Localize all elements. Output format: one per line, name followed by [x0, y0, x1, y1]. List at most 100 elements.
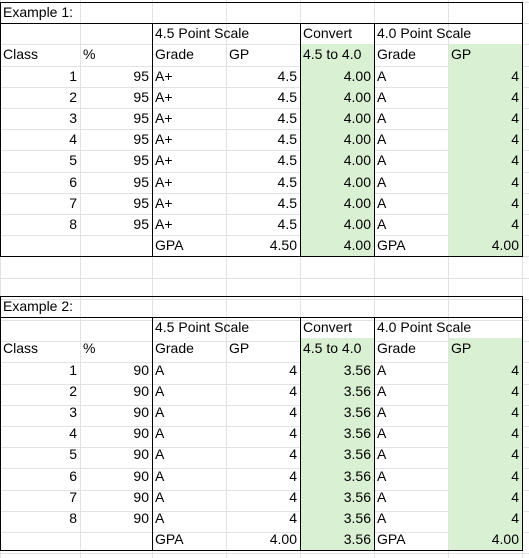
- table-cell-gp45[interactable]: 4.5: [277, 110, 297, 126]
- table-cell-percent[interactable]: 90: [133, 404, 149, 420]
- table-cell-convert[interactable]: 3.56: [343, 446, 371, 463]
- gpa-value-40[interactable]: 4.00: [491, 531, 519, 548]
- table-cell-grade45[interactable]: A+: [155, 88, 173, 105]
- table-cell-class[interactable]: 5: [69, 152, 77, 169]
- table-cell-convert[interactable]: 4.00: [343, 194, 371, 211]
- table-cell-gp40[interactable]: 4: [511, 488, 519, 505]
- column-header-grade40[interactable]: Grade: [377, 340, 416, 357]
- table-cell-grade40[interactable]: A: [377, 446, 387, 463]
- table-cell-gp40[interactable]: 4: [511, 216, 519, 232]
- table-cell-gp45[interactable]: 4.5: [277, 216, 297, 232]
- table-cell-grade40[interactable]: A: [377, 131, 387, 148]
- gpa-convert[interactable]: 4.00: [343, 237, 371, 254]
- table-cell-grade40[interactable]: A: [377, 467, 387, 484]
- column-header-grade45[interactable]: Grade: [155, 46, 194, 63]
- table-cell-convert[interactable]: 4.00: [343, 88, 371, 105]
- gpa-label-45[interactable]: GPA: [155, 531, 184, 548]
- table-cell-percent[interactable]: 90: [133, 361, 149, 378]
- table-cell-convert[interactable]: 3.56: [343, 488, 371, 505]
- table-cell-class[interactable]: 3: [69, 404, 77, 420]
- column-header-grade40[interactable]: Grade: [377, 46, 416, 63]
- table-cell-grade40[interactable]: A: [377, 110, 387, 126]
- table-cell-gp40[interactable]: 4: [511, 510, 519, 526]
- column-header-gp45[interactable]: GP: [229, 340, 250, 357]
- table-cell-gp45[interactable]: 4: [289, 510, 297, 526]
- table-cell-grade45[interactable]: A: [155, 404, 165, 420]
- gpa-value-45[interactable]: 4.50: [269, 237, 297, 254]
- table-cell-grade40[interactable]: A: [377, 382, 387, 399]
- table-cell-grade40[interactable]: A: [377, 404, 387, 420]
- table-cell-gp40[interactable]: 4: [511, 173, 519, 190]
- example-title[interactable]: Example 2:: [3, 298, 74, 314]
- table-cell-grade40[interactable]: A: [377, 173, 387, 190]
- table-cell-gp40[interactable]: 4: [511, 131, 519, 148]
- table-cell-percent[interactable]: 90: [133, 382, 149, 399]
- table-cell-grade45[interactable]: A+: [155, 110, 173, 126]
- gpa-label-40[interactable]: GPA: [377, 531, 406, 548]
- table-cell-convert[interactable]: 3.56: [343, 361, 371, 378]
- table-cell-percent[interactable]: 90: [133, 446, 149, 463]
- table-cell-gp40[interactable]: 4: [511, 446, 519, 463]
- table-cell-grade40[interactable]: A: [377, 361, 387, 378]
- table-cell-grade45[interactable]: A+: [155, 67, 173, 84]
- table-cell-convert[interactable]: 3.56: [343, 404, 371, 420]
- table-cell-percent[interactable]: 95: [133, 173, 149, 190]
- convert-header[interactable]: Convert: [303, 319, 353, 336]
- column-header-percent[interactable]: %: [83, 340, 96, 357]
- table-cell-grade40[interactable]: A: [377, 67, 387, 84]
- table-cell-percent[interactable]: 95: [133, 131, 149, 148]
- table-cell-grade45[interactable]: A: [155, 361, 165, 378]
- table-cell-class[interactable]: 2: [69, 88, 77, 105]
- table-cell-gp45[interactable]: 4: [289, 361, 297, 378]
- table-cell-percent[interactable]: 90: [133, 467, 149, 484]
- table-cell-percent[interactable]: 90: [133, 510, 149, 526]
- table-cell-grade40[interactable]: A: [377, 152, 387, 169]
- table-cell-percent[interactable]: 95: [133, 216, 149, 232]
- table-cell-grade45[interactable]: A: [155, 488, 165, 505]
- gpa-value-45[interactable]: 4.00: [269, 531, 297, 548]
- gpa-convert[interactable]: 3.56: [343, 531, 371, 548]
- table-cell-gp40[interactable]: 4: [511, 88, 519, 105]
- column-header-class[interactable]: Class: [3, 340, 39, 357]
- table-cell-class[interactable]: 6: [69, 173, 77, 190]
- table-cell-convert[interactable]: 3.56: [343, 510, 371, 526]
- table-cell-convert[interactable]: 4.00: [343, 131, 371, 148]
- table-cell-percent[interactable]: 95: [133, 194, 149, 211]
- table-cell-gp40[interactable]: 4: [511, 425, 519, 442]
- table-cell-gp45[interactable]: 4.5: [277, 67, 297, 84]
- table-cell-gp40[interactable]: 4: [511, 467, 519, 484]
- table-cell-gp40[interactable]: 4: [511, 110, 519, 126]
- table-cell-convert[interactable]: 4.00: [343, 173, 371, 190]
- gpa-label-45[interactable]: GPA: [155, 237, 184, 254]
- table-cell-class[interactable]: 3: [69, 110, 77, 126]
- table-cell-gp45[interactable]: 4: [289, 425, 297, 442]
- table-cell-gp45[interactable]: 4: [289, 467, 297, 484]
- table-cell-convert[interactable]: 3.56: [343, 467, 371, 484]
- column-header-gp45[interactable]: GP: [229, 46, 250, 63]
- table-cell-grade40[interactable]: A: [377, 510, 387, 526]
- table-cell-gp45[interactable]: 4: [289, 382, 297, 399]
- table-cell-convert[interactable]: 3.56: [343, 425, 371, 442]
- table-cell-class[interactable]: 5: [69, 446, 77, 463]
- column-header-gp40[interactable]: GP: [451, 340, 472, 357]
- scale40-header[interactable]: 4.0 Point Scale: [377, 319, 472, 336]
- table-cell-grade40[interactable]: A: [377, 216, 387, 232]
- table-cell-class[interactable]: 1: [69, 67, 77, 84]
- table-cell-gp45[interactable]: 4.5: [277, 152, 297, 169]
- table-cell-gp40[interactable]: 4: [511, 152, 519, 169]
- table-cell-grade45[interactable]: A: [155, 446, 165, 463]
- table-cell-convert[interactable]: 3.56: [343, 382, 371, 399]
- table-cell-class[interactable]: 8: [69, 510, 77, 526]
- table-cell-percent[interactable]: 90: [133, 488, 149, 505]
- table-cell-grade40[interactable]: A: [377, 194, 387, 211]
- table-cell-percent[interactable]: 90: [133, 425, 149, 442]
- scale45-header[interactable]: 4.5 Point Scale: [155, 25, 250, 42]
- table-cell-convert[interactable]: 4.00: [343, 110, 371, 126]
- table-cell-gp40[interactable]: 4: [511, 67, 519, 84]
- scale40-header[interactable]: 4.0 Point Scale: [377, 25, 472, 42]
- table-cell-grade45[interactable]: A: [155, 510, 165, 526]
- table-cell-gp45[interactable]: 4.5: [277, 88, 297, 105]
- table-cell-class[interactable]: 6: [69, 467, 77, 484]
- table-cell-convert[interactable]: 4.00: [343, 152, 371, 169]
- table-cell-class[interactable]: 4: [69, 425, 77, 442]
